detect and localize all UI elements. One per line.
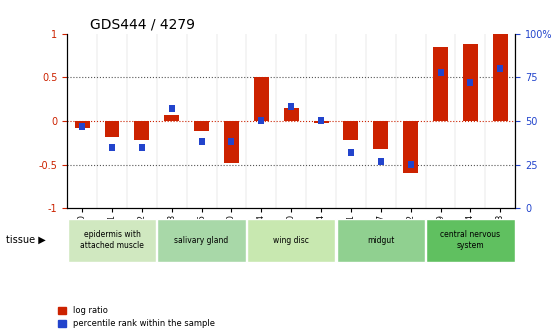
Bar bbox=[426, 219, 515, 262]
Bar bbox=[284, 108, 298, 121]
Text: tissue ▶: tissue ▶ bbox=[6, 235, 45, 245]
Bar bbox=[468, 79, 473, 86]
Bar bbox=[139, 144, 145, 151]
Bar bbox=[79, 123, 85, 130]
Bar bbox=[228, 138, 235, 145]
Bar bbox=[288, 103, 294, 111]
Text: GDS444 / 4279: GDS444 / 4279 bbox=[90, 17, 195, 31]
Bar bbox=[194, 121, 209, 131]
Bar bbox=[105, 121, 119, 137]
Bar bbox=[343, 121, 358, 140]
Bar bbox=[497, 65, 503, 72]
Text: salivary gland: salivary gland bbox=[175, 236, 228, 245]
Bar bbox=[247, 219, 335, 262]
Bar bbox=[348, 149, 354, 156]
Bar bbox=[403, 121, 418, 173]
Text: epidermis with
attached muscle: epidermis with attached muscle bbox=[80, 230, 144, 250]
Bar bbox=[199, 138, 204, 145]
Text: wing disc: wing disc bbox=[273, 236, 309, 245]
Bar bbox=[157, 219, 246, 262]
Bar bbox=[164, 115, 179, 121]
Legend: log ratio, percentile rank within the sample: log ratio, percentile rank within the sa… bbox=[54, 303, 218, 332]
Bar bbox=[437, 69, 444, 76]
Bar bbox=[378, 158, 384, 165]
Bar bbox=[493, 34, 508, 121]
Bar bbox=[314, 121, 329, 123]
Bar bbox=[258, 118, 264, 124]
Bar bbox=[318, 118, 324, 124]
Text: central nervous
system: central nervous system bbox=[440, 230, 501, 250]
Bar bbox=[337, 219, 425, 262]
Text: midgut: midgut bbox=[367, 236, 394, 245]
Bar bbox=[169, 105, 175, 112]
Bar bbox=[254, 77, 269, 121]
Bar bbox=[109, 144, 115, 151]
Bar bbox=[224, 121, 239, 163]
Bar bbox=[408, 161, 414, 168]
Bar bbox=[68, 219, 156, 262]
Bar bbox=[134, 121, 150, 140]
Bar bbox=[433, 47, 448, 121]
Bar bbox=[374, 121, 388, 149]
Bar bbox=[463, 44, 478, 121]
Bar bbox=[74, 121, 90, 128]
